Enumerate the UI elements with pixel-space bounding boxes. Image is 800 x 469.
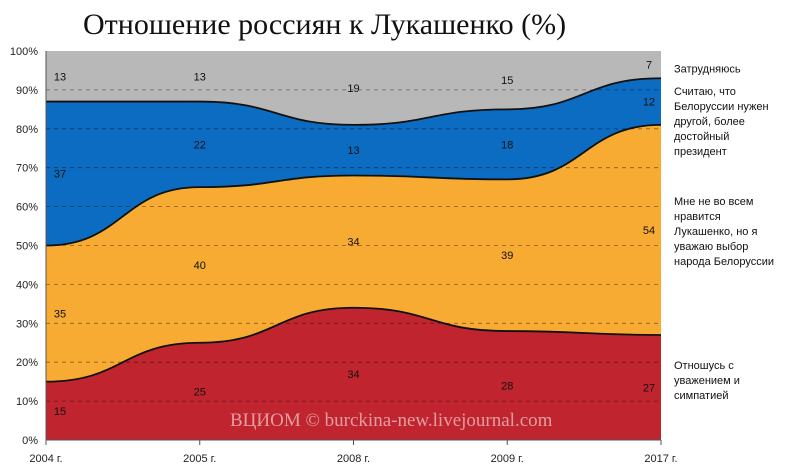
series-boundaries — [45, 77, 662, 383]
legend: Отношусь с уважением и симпатией Мне не во … — [674, 64, 774, 402]
legend-entry: Мне не во всем нравится Лукашенко, но я ува… — [674, 196, 774, 268]
y-tick-label: 40% — [16, 279, 38, 291]
data-label: 35 — [54, 309, 66, 321]
x-tick-label: 2004 г. — [29, 453, 62, 465]
data-label: 27 — [643, 382, 655, 394]
data-label: 25 — [194, 386, 206, 398]
legend-label: уважением и — [674, 375, 740, 387]
legend-label: нравится — [674, 211, 721, 223]
legend-label: симпатией — [674, 390, 728, 402]
y-tick-label: 0% — [22, 435, 38, 447]
legend-label: Лукашенко, но я — [674, 226, 757, 238]
y-tick-label: 50% — [16, 241, 38, 253]
data-label: 28 — [501, 381, 513, 393]
data-label: 15 — [54, 406, 66, 418]
y-tick-label: 30% — [16, 318, 38, 330]
x-tick-label: 2005 г. — [183, 453, 216, 465]
legend-label: Белоруссии нужен — [674, 101, 769, 113]
series-boundary-1 — [45, 306, 662, 383]
x-tick-label: 2008 г. — [337, 453, 370, 465]
data-label: 13 — [194, 71, 206, 83]
series-boundary-2 — [45, 124, 662, 247]
data-label: 37 — [54, 169, 66, 181]
y-tick-label: 80% — [16, 124, 38, 136]
legend-label: другой, более — [674, 116, 745, 128]
y-tick-label: 100% — [10, 46, 38, 58]
legend-label: уважаю выбор — [674, 241, 748, 253]
data-label: 13 — [54, 71, 66, 83]
x-tick-label: 2009 г. — [491, 453, 524, 465]
area-series-4 — [46, 51, 661, 125]
data-label: 18 — [501, 139, 513, 151]
area-series-1 — [46, 307, 661, 440]
area-series-2 — [46, 124, 661, 382]
y-tick-label: 20% — [16, 357, 38, 369]
data-labels: 15 25 34 28 27 35 40 34 39 54 37 22 13 18 12 13 13 19 15 7 — [54, 60, 655, 418]
data-label: 12 — [643, 97, 655, 109]
axes: 0% 10% 20% 30% 40% 50% 60% 70% 80% 90% 100% 2004 г.… — [10, 46, 678, 465]
series-boundary-3 — [45, 77, 662, 126]
area-series-3 — [46, 78, 661, 246]
data-label: 7 — [646, 60, 652, 72]
data-label: 40 — [194, 260, 206, 272]
legend-entry: Затрудняюсь — [674, 64, 741, 76]
data-label: 15 — [501, 75, 513, 87]
data-label: 13 — [347, 145, 359, 157]
y-tick-label: 60% — [16, 202, 38, 214]
legend-label: Мне не во всем — [674, 196, 753, 208]
legend-label: Отношусь с — [674, 360, 734, 372]
x-tick-label: 2017 г. — [644, 453, 677, 465]
data-label: 54 — [643, 225, 655, 237]
legend-entry: Отношусь с уважением и симпатией — [674, 360, 740, 402]
area-layers — [46, 51, 661, 440]
y-tick-label: 90% — [16, 85, 38, 97]
y-tick-label: 10% — [16, 396, 38, 408]
data-label: 34 — [347, 237, 359, 249]
data-label: 22 — [194, 139, 206, 151]
y-tick-label: 70% — [16, 163, 38, 175]
watermark: ВЦИОМ © burckina-new.livejournal.com — [230, 410, 553, 431]
data-label: 19 — [347, 83, 359, 95]
legend-label: президент — [674, 146, 727, 158]
chart-title: Отношение россиян к Лукашенко (%) — [83, 8, 566, 41]
data-label: 34 — [347, 369, 359, 381]
data-label: 39 — [501, 250, 513, 262]
legend-entry: Считаю, что Белоруссии нужен другой, более… — [674, 86, 769, 158]
legend-label: народа Белоруссии — [674, 256, 774, 268]
legend-label: Считаю, что — [674, 86, 736, 98]
legend-label: достойный — [674, 131, 729, 143]
legend-label: Затрудняюсь — [674, 64, 741, 76]
